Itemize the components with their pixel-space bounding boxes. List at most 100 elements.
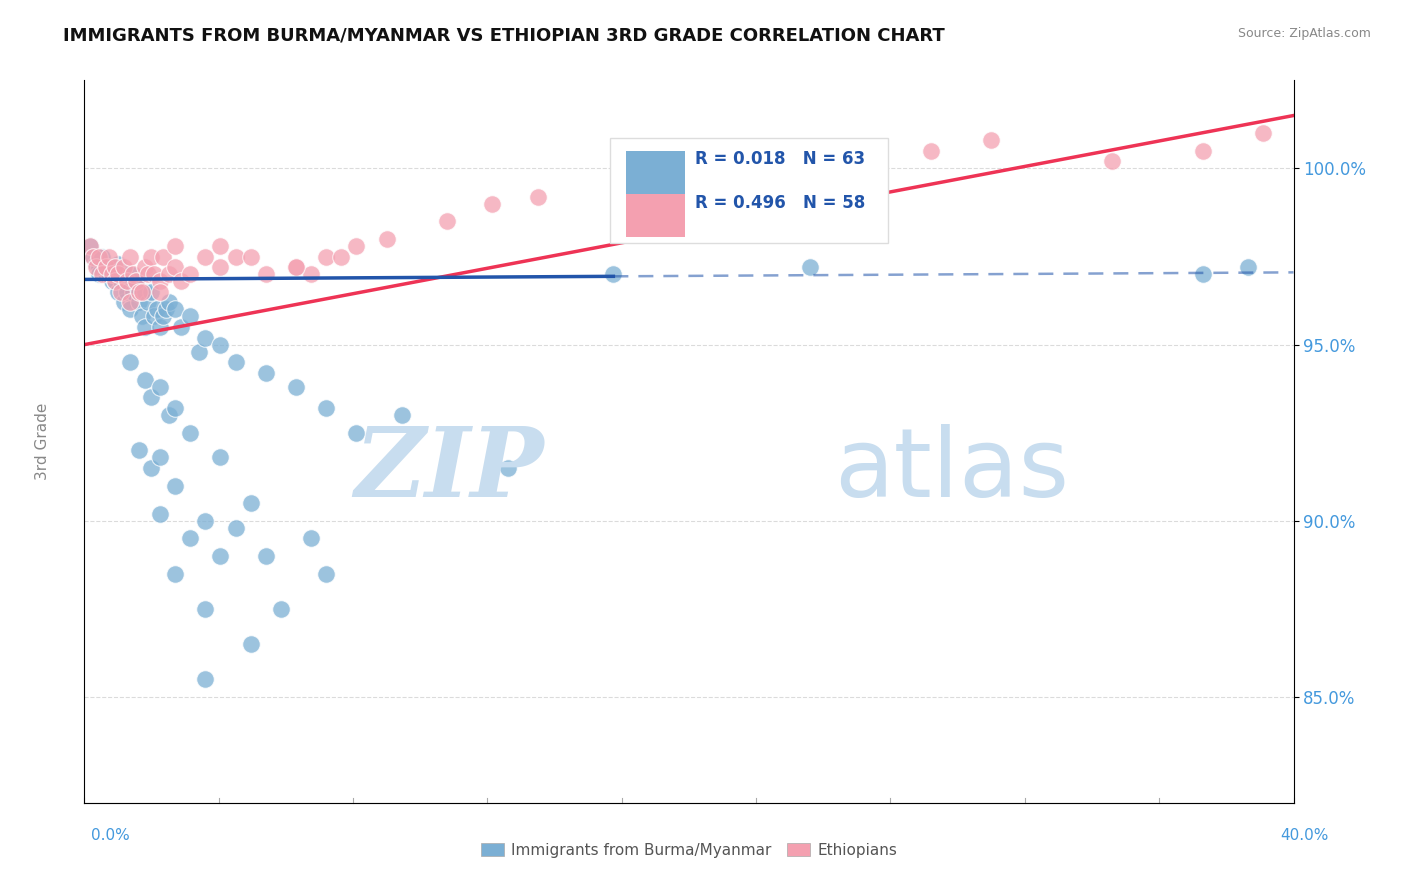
Point: [299, 532, 322, 546]
Point: [194, 602, 217, 616]
Point: [104, 274, 127, 288]
Point: [82, 250, 104, 264]
Point: [346, 425, 368, 440]
Point: [496, 461, 519, 475]
Point: [107, 285, 129, 299]
Point: [91, 267, 114, 281]
FancyBboxPatch shape: [610, 138, 889, 243]
Point: [209, 260, 232, 274]
Text: R = 0.018   N = 63: R = 0.018 N = 63: [695, 151, 865, 169]
Point: [91, 250, 114, 264]
Text: Source: ZipAtlas.com: Source: ZipAtlas.com: [1237, 27, 1371, 40]
Point: [115, 285, 138, 299]
Point: [79, 239, 101, 253]
Point: [136, 267, 159, 281]
Point: [131, 285, 153, 299]
Point: [118, 355, 141, 369]
Point: [239, 496, 262, 510]
Point: [157, 267, 180, 281]
Point: [315, 401, 337, 415]
Point: [139, 461, 162, 475]
Point: [194, 514, 217, 528]
FancyBboxPatch shape: [626, 194, 685, 237]
Point: [165, 478, 187, 492]
Point: [1192, 144, 1215, 158]
Point: [134, 285, 156, 299]
Point: [100, 274, 122, 288]
Point: [152, 310, 174, 324]
Point: [315, 250, 337, 264]
Text: 40.0%: 40.0%: [1281, 828, 1329, 843]
Point: [97, 250, 120, 264]
Point: [225, 521, 247, 535]
Point: [94, 260, 117, 274]
Point: [139, 285, 162, 299]
Point: [128, 295, 150, 310]
Point: [1192, 267, 1215, 281]
Text: 0.0%: 0.0%: [91, 828, 131, 843]
Point: [149, 507, 172, 521]
Point: [980, 133, 1002, 147]
Point: [110, 274, 132, 288]
Point: [254, 366, 277, 380]
Point: [112, 260, 135, 274]
Text: atlas: atlas: [834, 424, 1069, 517]
Point: [118, 295, 141, 310]
Point: [179, 532, 201, 546]
Point: [139, 250, 162, 264]
Point: [830, 154, 852, 169]
Point: [142, 267, 165, 281]
Point: [920, 144, 942, 158]
Point: [149, 274, 172, 288]
Point: [121, 285, 143, 299]
Point: [149, 380, 172, 394]
Point: [225, 250, 247, 264]
Point: [285, 260, 308, 274]
Point: [285, 260, 308, 274]
Point: [346, 239, 368, 253]
Point: [128, 285, 150, 299]
Point: [165, 302, 187, 317]
Point: [239, 637, 262, 651]
Point: [270, 602, 292, 616]
Point: [134, 320, 156, 334]
Point: [188, 344, 211, 359]
Text: 3rd Grade: 3rd Grade: [35, 403, 49, 480]
Point: [315, 566, 337, 581]
Point: [149, 285, 172, 299]
Point: [142, 310, 165, 324]
Point: [179, 267, 201, 281]
Point: [799, 260, 821, 274]
Point: [134, 260, 156, 274]
Point: [179, 310, 201, 324]
Point: [110, 285, 132, 299]
Point: [82, 250, 104, 264]
Point: [100, 267, 122, 281]
Point: [179, 425, 201, 440]
Point: [112, 267, 135, 281]
Point: [194, 673, 217, 687]
Point: [527, 189, 550, 203]
Point: [104, 267, 127, 281]
Point: [170, 320, 193, 334]
Point: [165, 239, 187, 253]
Point: [209, 239, 232, 253]
Point: [94, 260, 117, 274]
Point: [128, 443, 150, 458]
Point: [125, 274, 148, 288]
Point: [157, 295, 180, 310]
Point: [146, 302, 169, 317]
Point: [693, 169, 716, 183]
Legend: Immigrants from Burma/Myanmar, Ethiopians: Immigrants from Burma/Myanmar, Ethiopian…: [474, 837, 904, 863]
Point: [209, 450, 232, 465]
Point: [139, 391, 162, 405]
Point: [89, 267, 111, 281]
Point: [94, 267, 117, 281]
Point: [104, 274, 127, 288]
Point: [149, 320, 172, 334]
Point: [170, 274, 193, 288]
Point: [299, 267, 322, 281]
Point: [254, 267, 277, 281]
Point: [1237, 260, 1260, 274]
Point: [285, 380, 308, 394]
